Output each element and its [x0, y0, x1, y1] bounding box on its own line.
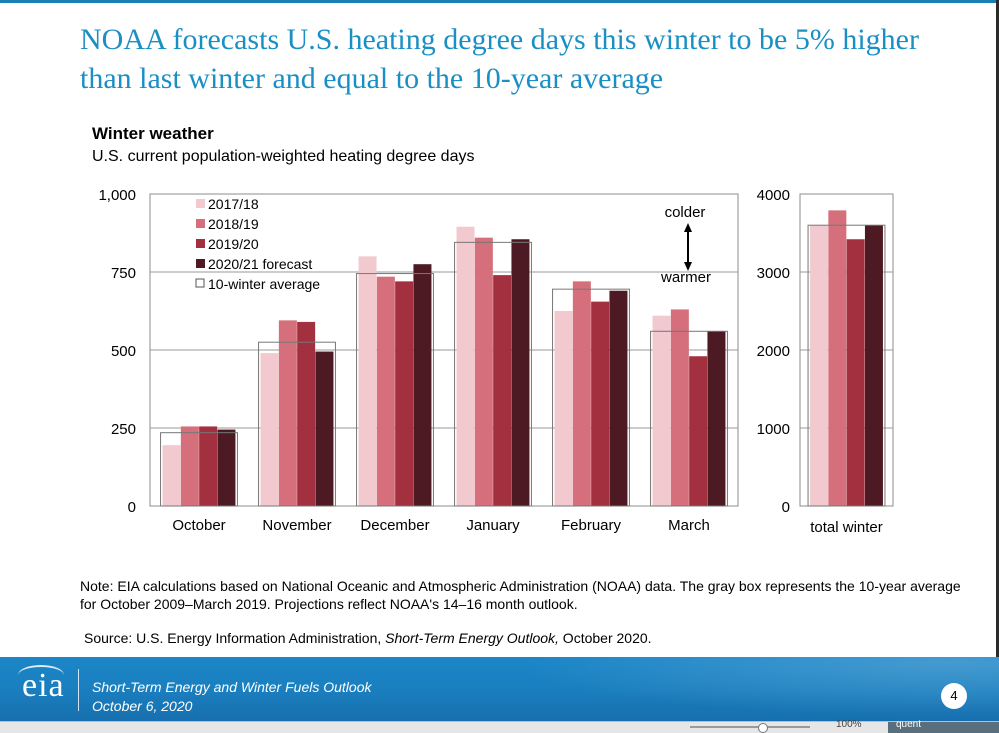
y-tick-label: 750 — [111, 265, 136, 282]
y-tick-label-total: 3000 — [757, 265, 790, 282]
chart-title: Winter weather — [92, 124, 214, 143]
source-prefix: Source: U.S. Energy Information Administ… — [84, 630, 386, 646]
ten-year-average-box — [650, 330, 728, 507]
ten-year-average-box — [258, 341, 336, 507]
y-tick-label-total: 2000 — [757, 343, 790, 360]
bar — [180, 426, 199, 506]
zoom-slider-track[interactable] — [690, 726, 810, 728]
bar — [456, 226, 475, 506]
bar — [278, 320, 297, 506]
annotation-warmer: warmer — [660, 269, 711, 286]
bar — [689, 356, 708, 506]
bar — [572, 281, 591, 506]
footer-bar: eia Short-Term Energy and Winter Fuels O… — [0, 657, 999, 721]
bar — [493, 275, 512, 506]
y-tick-label: 500 — [111, 343, 136, 360]
bar — [199, 426, 218, 506]
legend-swatch — [196, 199, 205, 208]
legend-label: 2017/18 — [208, 196, 259, 212]
ten-year-average-box-total — [807, 224, 886, 507]
legend-label: 2018/19 — [208, 216, 259, 232]
bar-total — [810, 225, 829, 506]
bar — [358, 256, 377, 506]
x-tick-label: February — [561, 517, 622, 534]
arrow-up-icon — [684, 223, 692, 232]
y-tick-label: 250 — [111, 421, 136, 438]
bar-total — [846, 239, 865, 507]
y-tick-label: 0 — [128, 499, 136, 516]
x-tick-label: November — [262, 517, 331, 534]
y-tick-label-total: 1000 — [757, 421, 790, 438]
zoom-level: 100% — [836, 719, 862, 730]
legend-swatch-average — [195, 278, 205, 288]
x-tick-label: October — [172, 517, 225, 534]
y-tick-label: 1,000 — [98, 187, 136, 204]
eia-logo-arc-icon — [18, 665, 64, 685]
x-tick-label-total: total winter — [810, 519, 883, 536]
legend-swatch — [196, 239, 205, 248]
footer-date: October 6, 2020 — [92, 698, 193, 714]
bar — [162, 445, 181, 506]
source-suffix: October 2020. — [558, 630, 652, 646]
bar — [315, 351, 334, 506]
slide-title: NOAA forecasts U.S. heating degree days … — [80, 23, 919, 95]
legend-label-average: 10-winter average — [208, 276, 320, 292]
y-tick-label-total: 0 — [782, 499, 790, 516]
legend-swatch — [196, 219, 205, 228]
status-tag-label: quent — [896, 719, 922, 730]
arrow-down-icon — [684, 262, 692, 271]
legend-swatch — [196, 259, 205, 268]
bar — [707, 331, 726, 506]
bar — [511, 239, 530, 507]
chart-source: Source: U.S. Energy Information Administ… — [84, 630, 652, 646]
ten-year-average-box — [552, 288, 630, 507]
bar — [652, 315, 671, 506]
bar — [217, 429, 236, 506]
bar — [395, 281, 414, 506]
footer-wave — [479, 657, 999, 721]
bar — [260, 353, 279, 506]
legend-label: 2019/20 — [208, 236, 259, 252]
source-publication: Short-Term Energy Outlook, — [385, 630, 559, 646]
status-tag: quent — [888, 719, 999, 733]
right-edge-rule — [996, 0, 999, 660]
viewer-status-bar: 100% quent — [0, 719, 999, 733]
y-tick-label-total: 4000 — [757, 187, 790, 204]
bar-total — [864, 225, 883, 506]
x-tick-label: December — [360, 517, 429, 534]
bar — [670, 309, 689, 506]
legend-label: 2020/21 forecast — [208, 256, 312, 272]
bar — [413, 264, 432, 506]
footer-presentation-title: Short-Term Energy and Winter Fuels Outlo… — [92, 679, 372, 695]
chart-canvas: 0 250 500 750 1,000 October November December Ja… — [98, 187, 894, 536]
chart-note: Note: EIA calculations based on National… — [80, 578, 961, 612]
bar — [609, 290, 628, 506]
eia-logo: eia — [22, 667, 65, 704]
footer-divider — [78, 669, 79, 711]
ten-year-average-box — [160, 432, 238, 507]
top-accent-rule — [0, 0, 999, 3]
x-tick-label: January — [466, 517, 520, 534]
bar — [376, 276, 395, 506]
annotation-colder: colder — [665, 204, 706, 221]
page-number-badge: 4 — [941, 683, 967, 709]
ten-year-average-box — [356, 273, 434, 507]
ten-year-average-box — [454, 241, 532, 507]
bar — [474, 237, 493, 506]
x-tick-label: March — [668, 517, 710, 534]
bar — [591, 301, 610, 506]
chart-subtitle: U.S. current population-weighted heating… — [92, 148, 475, 165]
bar — [554, 311, 573, 506]
bar — [297, 321, 316, 506]
bar-total — [828, 210, 847, 506]
